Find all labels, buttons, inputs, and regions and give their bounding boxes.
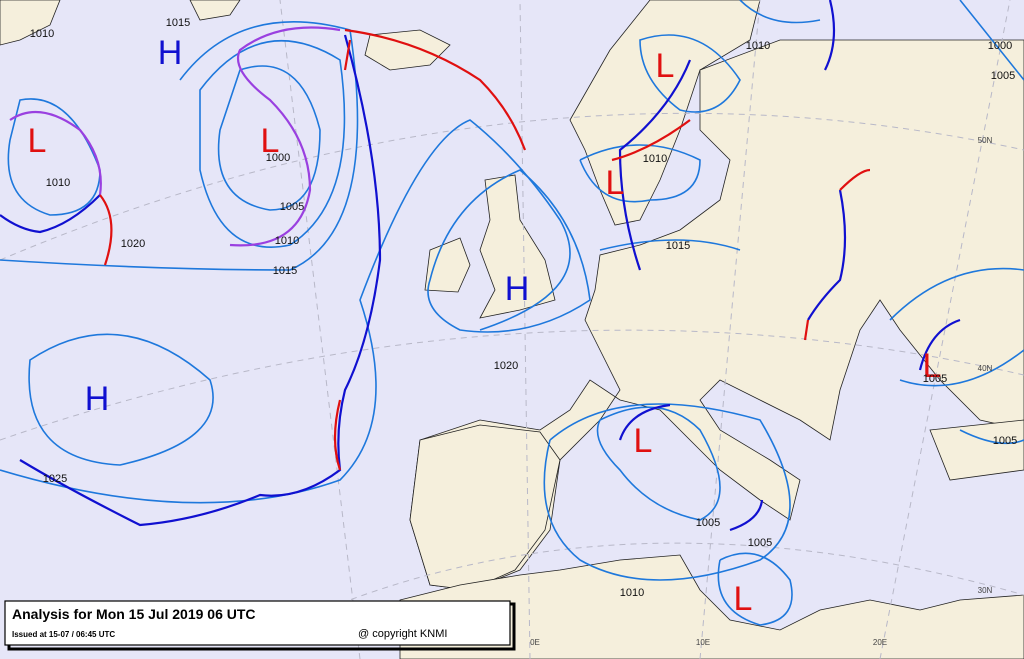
isobar-label: 1010 [746, 40, 770, 52]
meridian [279, 0, 361, 659]
grid-label: 10E [696, 638, 710, 647]
warm-front [344, 28, 527, 151]
fronts [0, 0, 961, 532]
title-box-frame [4, 600, 511, 646]
britain [479, 174, 556, 319]
isobar-label: 1015 [273, 265, 297, 277]
isobar [639, 34, 741, 113]
grid-label: 30N [978, 586, 993, 595]
isobar [199, 40, 346, 248]
isobar [543, 403, 791, 581]
isobar [0, 21, 359, 271]
isobar-label: 1005 [696, 517, 720, 529]
labels: H H H L L L L L L L 1015 1010 1010 1000 1005 1010 1015 10… [28, 17, 1018, 647]
occluded-front [229, 26, 341, 247]
ireland [424, 237, 471, 293]
isobar-label: 1000 [266, 152, 290, 164]
isobar [739, 0, 1024, 81]
isobar-label: 1005 [748, 537, 772, 549]
low-pressure: L [261, 122, 280, 160]
isobar-label: 1000 [988, 40, 1012, 52]
isobar [579, 144, 701, 203]
grid-label: 40N [978, 364, 993, 373]
europe [409, 39, 1024, 591]
isobar [889, 267, 1024, 387]
isobar [599, 239, 741, 251]
isobar-label: 1005 [991, 70, 1015, 82]
high-pressure: H [505, 270, 530, 308]
warm-front [99, 194, 113, 266]
low-pressure: L [923, 347, 942, 385]
iberia [409, 424, 561, 591]
isobar-label: 1010 [30, 28, 54, 40]
issued-time: Issued at 15-07 / 06:45 UTC [12, 630, 115, 639]
isobar [717, 552, 793, 626]
copyright: @ copyright KNMI [358, 628, 447, 640]
high-pressure: H [85, 380, 110, 418]
isobar [7, 98, 101, 216]
title-box-shadow [7, 602, 516, 651]
low-pressure: L [734, 580, 753, 618]
isobar-label: 1005 [280, 201, 304, 213]
isobar-label: 1015 [666, 240, 690, 252]
high-pressure: H [158, 34, 183, 72]
parallel [0, 329, 1024, 441]
isobar-label: 1010 [620, 587, 644, 599]
isobar-label: 1020 [121, 238, 145, 250]
isobar-label: 1010 [275, 235, 299, 247]
low-pressure: L [656, 47, 675, 85]
isobar-label: 1015 [166, 17, 190, 29]
cold-front [618, 318, 961, 532]
meridian [699, 0, 761, 659]
grid-label: 0E [530, 638, 540, 647]
occluded-front [9, 110, 102, 196]
isobars [0, 0, 1024, 626]
isobar [596, 406, 721, 521]
parallel [299, 542, 1024, 621]
cold-front [807, 0, 847, 321]
iceland [364, 29, 451, 71]
isobar [427, 169, 591, 333]
isobar [217, 65, 321, 211]
cold-front [19, 34, 382, 527]
greenland [0, 0, 241, 46]
grid-label: 50N [978, 136, 993, 145]
map-title: Analysis for Mon 15 Jul 2019 06 UTC [12, 606, 256, 622]
low-pressure: L [634, 422, 653, 460]
isobar [959, 429, 1024, 445]
cold-front [618, 59, 692, 271]
isobar-label: 1020 [494, 360, 518, 372]
meridian [879, 0, 1011, 659]
isobar-label: 1010 [643, 153, 667, 165]
africa [399, 554, 1024, 659]
isobar-label: 1025 [43, 473, 67, 485]
low-pressure: L [606, 164, 625, 202]
warm-front [333, 39, 352, 471]
isobar-label: 1005 [923, 373, 947, 385]
warm-front [803, 168, 871, 341]
low-pressure: L [28, 122, 47, 160]
isobar-label: 1005 [993, 435, 1017, 447]
isobar [28, 333, 214, 466]
grid-label: 20E [873, 638, 887, 647]
warm-front [611, 119, 691, 162]
turkey [929, 419, 1024, 481]
isobar-label: 1010 [46, 177, 70, 189]
cold-front [0, 194, 101, 234]
title-box: Analysis for Mon 15 Jul 2019 06 UTC Issu… [4, 600, 516, 651]
parallel [0, 112, 1024, 261]
